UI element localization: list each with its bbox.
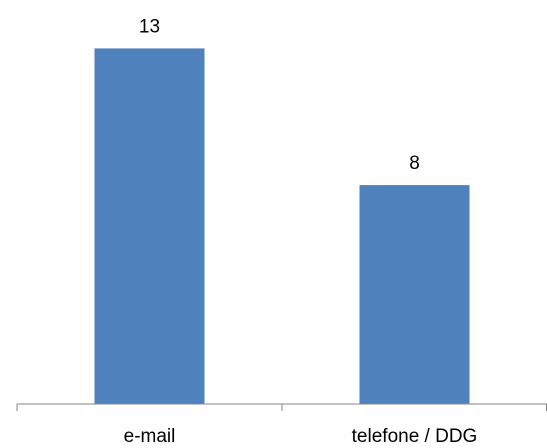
data-label-2: 8 (409, 153, 420, 174)
x-axis-ticks (16, 404, 547, 411)
data-label-1: 13 (139, 16, 160, 37)
x-tick-label-2: telefone / DDG (352, 426, 478, 447)
bars-group (94, 48, 470, 405)
bar-1 (94, 48, 205, 405)
bar-2 (359, 185, 470, 404)
x-tick-label-1: e-mail (124, 426, 176, 447)
data-labels-group: 13 8 (139, 16, 420, 174)
x-axis-tick-labels: e-mail telefone / DDG (124, 426, 478, 447)
